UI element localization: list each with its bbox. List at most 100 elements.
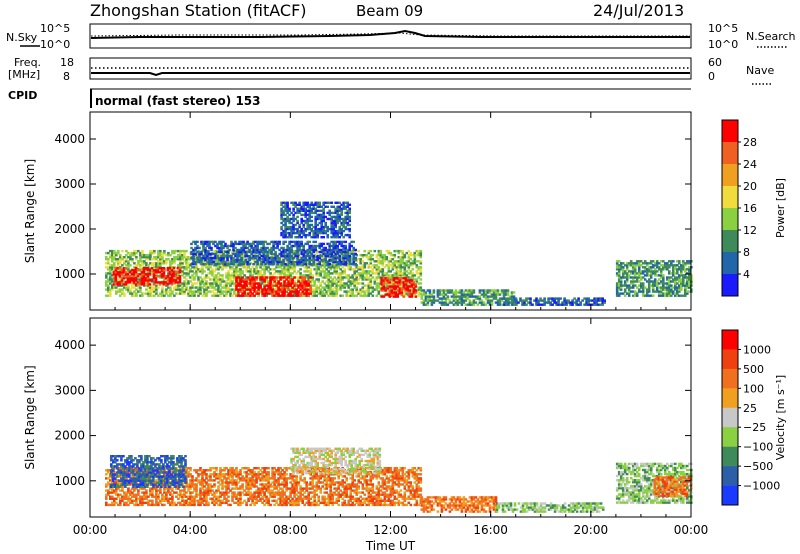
power-cell	[392, 295, 396, 298]
power-cell	[466, 291, 470, 294]
power-cell	[666, 284, 669, 287]
power-cell	[440, 297, 444, 300]
power-cell	[109, 249, 112, 253]
power-cell	[401, 254, 405, 257]
power-cell	[282, 246, 285, 250]
power-cell	[452, 297, 456, 300]
power-cell	[200, 260, 203, 264]
power-cell	[189, 286, 192, 289]
power-cell	[406, 287, 410, 290]
power-cell	[417, 288, 421, 291]
power-cell	[149, 292, 152, 295]
power-cell	[385, 264, 389, 267]
power-cell	[666, 262, 669, 265]
velocity-cell	[123, 495, 126, 498]
power-cell	[543, 303, 546, 306]
power-cell	[275, 288, 278, 291]
noise-strip: N.Sky 10^5 10^0 10^5 10^0 N.Search	[6, 22, 796, 51]
power-cell	[316, 233, 319, 237]
power-cell	[290, 233, 293, 237]
power-cell	[348, 260, 351, 264]
power-cell	[369, 249, 373, 253]
power-cell	[395, 268, 399, 271]
power-cell	[139, 288, 142, 291]
power-cell	[377, 290, 381, 293]
power-cell	[168, 271, 172, 274]
power-cell	[279, 284, 282, 287]
power-cell	[655, 286, 659, 289]
power-cell	[668, 266, 671, 269]
power-cell	[140, 277, 144, 280]
power-cell	[413, 274, 417, 277]
power-cell	[657, 292, 661, 295]
power-cell	[369, 254, 373, 257]
power-cell	[296, 252, 299, 256]
power-cell	[317, 288, 320, 291]
power-cell	[280, 246, 283, 250]
power-cell	[460, 297, 464, 300]
power-cell	[111, 256, 114, 259]
power-cell	[292, 244, 295, 248]
power-cell	[587, 301, 590, 304]
power-cell	[309, 276, 312, 279]
power-cell	[375, 282, 379, 285]
power-cell	[623, 280, 627, 283]
power-cell	[657, 262, 661, 265]
power-cell	[339, 276, 342, 279]
velocity-cell	[119, 467, 122, 470]
power-cell	[280, 207, 283, 210]
power-cell	[183, 280, 186, 283]
power-cell	[271, 274, 274, 277]
power-cell	[145, 264, 148, 267]
power-cell	[444, 297, 448, 300]
power-cell	[633, 270, 637, 273]
power-cell	[440, 299, 444, 302]
power-cell	[393, 274, 397, 277]
power-cell	[265, 278, 268, 281]
power-cell	[367, 272, 371, 275]
power-cell	[189, 290, 192, 293]
power-cell	[302, 256, 305, 260]
power-cell	[305, 266, 308, 269]
power-cell	[115, 286, 118, 289]
power-cell	[419, 278, 423, 281]
power-cell	[221, 278, 224, 281]
power-cell	[525, 299, 528, 302]
power-cell	[343, 284, 346, 287]
power-cell	[653, 282, 657, 285]
power-cell	[359, 258, 362, 261]
velocity-cell	[109, 495, 112, 498]
power-cell	[336, 209, 339, 212]
power-cell	[109, 290, 112, 293]
power-cell	[161, 258, 164, 261]
power-cell	[456, 295, 460, 298]
power-cell	[257, 288, 260, 291]
power-cell	[154, 277, 158, 280]
power-cell	[227, 272, 230, 275]
power-cell	[187, 272, 190, 275]
power-cell	[222, 246, 225, 250]
power-cell	[639, 260, 643, 263]
power-cell	[141, 292, 144, 295]
power-cell	[286, 231, 289, 235]
power-cell	[403, 268, 407, 271]
colorbar-swatch	[722, 186, 738, 209]
power-cell	[151, 264, 154, 267]
power-cell	[319, 282, 322, 285]
power-cell	[291, 294, 294, 297]
power-cell	[160, 275, 164, 278]
power-cell	[314, 233, 317, 237]
power-cell	[332, 231, 335, 235]
power-cell	[263, 270, 266, 273]
power-cell	[385, 249, 389, 253]
power-cell	[365, 270, 369, 273]
power-cell	[454, 299, 458, 302]
power-cell	[234, 254, 237, 258]
power-cell	[220, 258, 223, 262]
power-cell	[659, 270, 663, 273]
power-cell	[397, 274, 401, 277]
power-cell	[286, 209, 289, 212]
power-cell	[338, 250, 341, 254]
power-cell	[269, 272, 272, 275]
power-cell	[164, 277, 168, 280]
